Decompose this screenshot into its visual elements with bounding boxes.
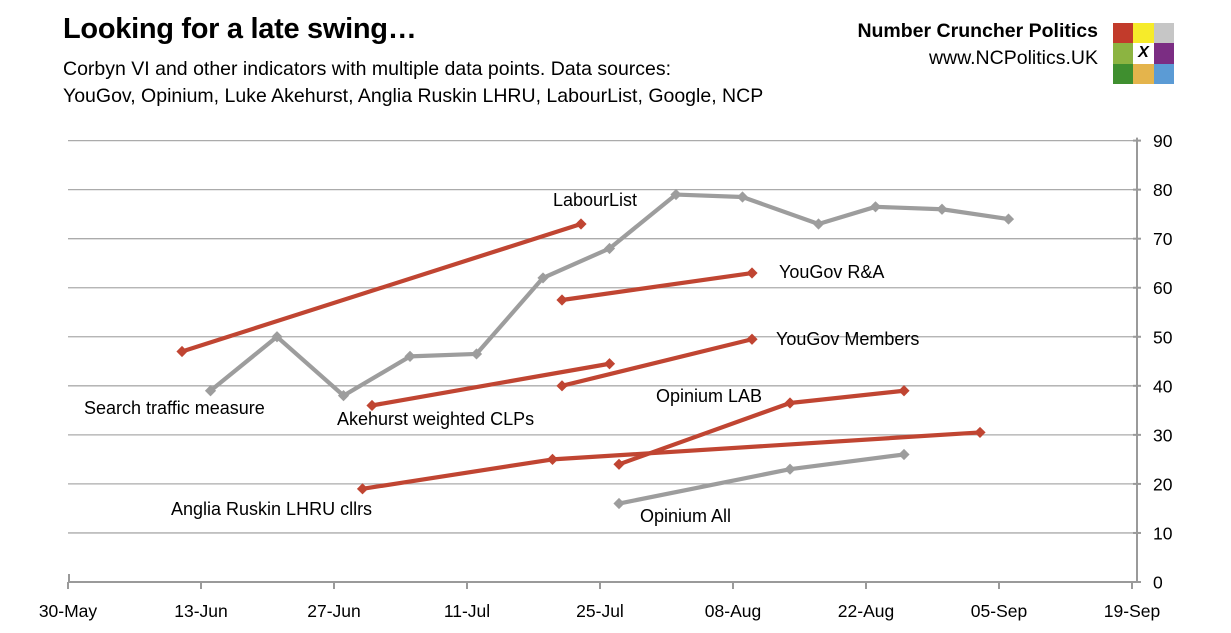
- series-opinium-lab-label: Opinium LAB: [656, 386, 762, 406]
- series-anglia-ruskin-label: Anglia Ruskin LHRU cllrs: [171, 499, 372, 519]
- series-labourlist-marker: [575, 218, 587, 230]
- ncp-logo-cell: [1153, 63, 1174, 84]
- ncp-logo-cell: [1113, 23, 1134, 44]
- series-search-traffic-marker: [1002, 213, 1015, 225]
- series-search-traffic-marker: [936, 203, 948, 215]
- x-tick-label: 05-Sep: [971, 601, 1027, 621]
- ncp-logo-cell: [1133, 23, 1154, 44]
- series-labourlist-label: LabourList: [553, 190, 637, 210]
- series-opinium-lab-marker: [784, 397, 796, 409]
- series-search-traffic-marker: [736, 191, 749, 203]
- series-search-traffic-label: Search traffic measure: [84, 398, 265, 418]
- series-akehurst-line: [369, 361, 612, 408]
- series-search-traffic-marker: [404, 350, 416, 362]
- series-opinium-all-line: [616, 452, 907, 506]
- x-tick-label: 19-Sep: [1104, 601, 1160, 621]
- y-tick-label: 10: [1153, 523, 1173, 543]
- series-opinium-lab-marker: [613, 458, 625, 470]
- y-tick-label: 60: [1153, 278, 1173, 298]
- y-tick-label: 0: [1153, 573, 1163, 593]
- y-tick-label: 90: [1153, 131, 1173, 151]
- series-yougov-ra-marker: [746, 267, 758, 279]
- series-akehurst-label: Akehurst weighted CLPs: [337, 409, 534, 429]
- series-yougov-members-marker: [746, 333, 758, 345]
- series-yougov-ra-label: YouGov R&A: [779, 262, 884, 282]
- series-opinium-all-marker: [613, 497, 625, 510]
- series-search-traffic-marker: [603, 242, 616, 255]
- series-anglia-ruskin-marker: [974, 426, 986, 439]
- series-akehurst-marker: [603, 358, 616, 370]
- y-tick-label: 30: [1153, 425, 1173, 445]
- series-yougov-members-label: YouGov Members: [776, 329, 919, 349]
- ncp-logo-cell: [1153, 43, 1174, 64]
- series-opinium-all-marker: [898, 448, 910, 461]
- ncp-logo-cell: [1153, 23, 1174, 44]
- series-yougov-members-marker: [556, 380, 568, 392]
- x-tick-label: 27-Jun: [307, 601, 361, 621]
- y-tick-label: 50: [1153, 327, 1173, 347]
- x-tick-label: 13-Jun: [174, 601, 228, 621]
- series-yougov-ra-line: [559, 270, 755, 303]
- ncp-logo-cell: [1113, 43, 1134, 64]
- series-search-traffic-marker: [670, 188, 682, 201]
- series-yougov-members-line: [559, 337, 755, 388]
- series-search-traffic-marker: [869, 201, 882, 213]
- chart-subtitle-line2: YouGov, Opinium, Luke Akehurst, Anglia R…: [63, 85, 764, 107]
- series-anglia-ruskin-line: [360, 430, 983, 491]
- x-tick-label: 30-May: [39, 601, 98, 621]
- series-anglia-ruskin-marker: [356, 483, 369, 495]
- y-tick-label: 70: [1153, 229, 1173, 249]
- series-opinium-all-label: Opinium All: [640, 506, 731, 526]
- y-tick-label: 20: [1153, 474, 1173, 494]
- brand-name: Number Cruncher Politics: [857, 20, 1098, 42]
- series-labourlist-marker: [176, 345, 188, 358]
- series-search-traffic-marker: [271, 331, 283, 343]
- series-search-traffic-marker: [337, 390, 350, 402]
- y-tick-label: 80: [1153, 180, 1173, 200]
- series-opinium-lab-marker: [898, 385, 910, 397]
- x-tick-label: 25-Jul: [576, 601, 624, 621]
- ncp-logo-cell: [1133, 63, 1154, 84]
- series-search-traffic-marker: [812, 218, 825, 230]
- series-anglia-ruskin-marker: [546, 453, 559, 465]
- y-tick-label: 40: [1153, 376, 1173, 396]
- x-tick-label: 22-Aug: [838, 601, 894, 621]
- page-title: Looking for a late swing…: [63, 13, 417, 45]
- series-search-traffic-marker: [204, 385, 217, 397]
- series-search-traffic-marker: [537, 272, 549, 284]
- ncp-logo: X: [1113, 23, 1174, 84]
- series-labourlist-line: [179, 221, 584, 354]
- brand-url: www.NCPolitics.UK: [928, 47, 1098, 69]
- ncp-logo-cell: [1113, 63, 1134, 84]
- series-opinium-all-marker: [784, 463, 796, 475]
- chart-subtitle-line1: Corbyn VI and other indicators with mult…: [63, 58, 672, 80]
- series-yougov-ra-marker: [556, 294, 568, 306]
- x-tick-label: 11-Jul: [444, 601, 490, 621]
- ncp-logo-x-cell: X: [1133, 43, 1154, 64]
- series-akehurst-marker: [366, 399, 378, 412]
- x-tick-label: 08-Aug: [705, 601, 761, 621]
- series-search-traffic-marker: [470, 348, 483, 360]
